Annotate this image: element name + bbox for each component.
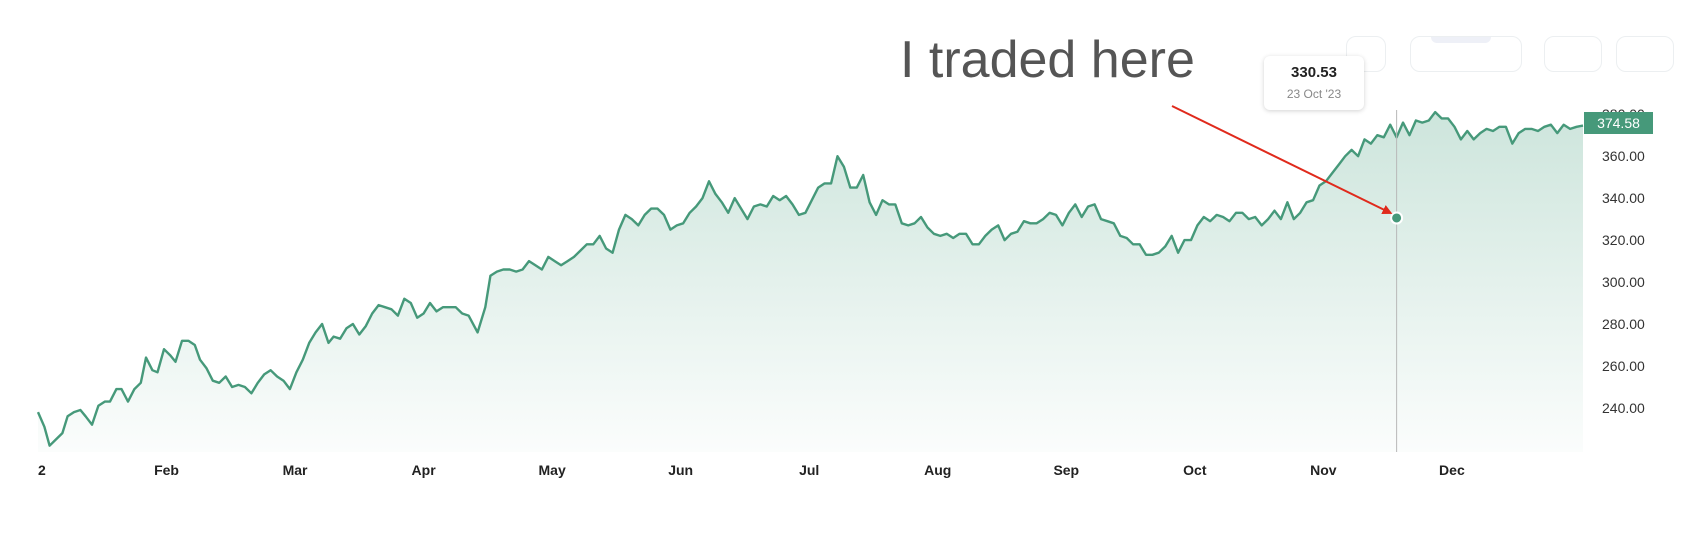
x-tick-label: Mar: [283, 462, 308, 478]
x-tick-label: Jul: [799, 462, 819, 478]
tooltip-date: 23 Oct '23: [1286, 87, 1342, 101]
x-tick-label: Dec: [1439, 462, 1465, 478]
x-tick-label: Apr: [412, 462, 437, 478]
x-tick-label: Aug: [924, 462, 951, 478]
area-fill: [38, 112, 1583, 452]
x-tick-label: Sep: [1053, 462, 1079, 478]
x-tick-label: Jun: [668, 462, 693, 478]
settings-button[interactable]: [1616, 36, 1674, 72]
x-tick-label: Feb: [154, 462, 179, 478]
annotation-text: I traded here: [900, 31, 1195, 89]
tooltip-value: 330.53: [1291, 64, 1337, 81]
y-tick-label: 320.00: [1602, 232, 1645, 248]
y-tick-label: 280.00: [1602, 316, 1645, 332]
highlight-point: [1390, 211, 1404, 225]
last-price-tag: 374.58: [1584, 112, 1653, 134]
x-tick-label: May: [539, 462, 566, 478]
range-selector-active[interactable]: [1410, 36, 1522, 72]
x-tick-label: Oct: [1183, 462, 1207, 478]
x-tick-label: 2: [38, 462, 46, 478]
y-tick-label: 240.00: [1602, 400, 1645, 416]
chart-type-button[interactable]: [1544, 36, 1602, 72]
y-tick-label: 260.00: [1602, 358, 1645, 374]
tooltip: 330.53 23 Oct '23: [1264, 56, 1364, 110]
x-tick-label: Nov: [1310, 462, 1337, 478]
y-tick-label: 300.00: [1602, 274, 1645, 290]
y-tick-label: 340.00: [1602, 190, 1645, 206]
price-line: [36, 110, 1584, 447]
y-tick-label: 360.00: [1602, 148, 1645, 164]
annotation-arrow: [1171, 105, 1393, 214]
